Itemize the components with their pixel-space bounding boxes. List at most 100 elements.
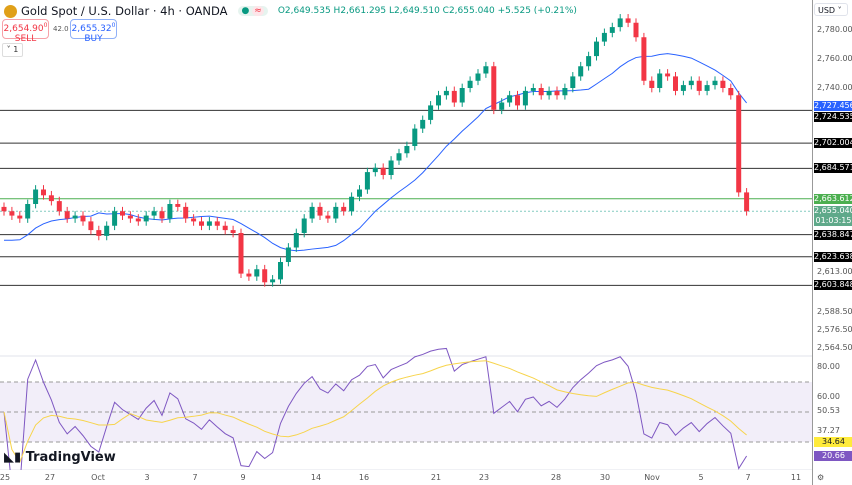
candle	[380, 167, 386, 175]
candle	[56, 201, 62, 212]
sell-button[interactable]: 2,654.900 SELL	[2, 19, 49, 44]
currency-select[interactable]: USD ˅	[814, 3, 848, 16]
candle	[41, 189, 46, 196]
candle	[341, 206, 347, 212]
candle	[262, 269, 268, 283]
candle	[657, 73, 663, 88]
time-label: 28	[550, 473, 562, 482]
candle	[120, 211, 125, 216]
candle	[230, 230, 236, 233]
price-tick: 2,588.500	[817, 307, 852, 316]
candle	[96, 230, 102, 236]
buy-label: BUY	[84, 34, 103, 44]
candle	[357, 189, 362, 197]
price-chart[interactable]	[0, 0, 812, 470]
candle	[688, 80, 694, 86]
candle	[665, 73, 671, 77]
candle	[570, 76, 576, 88]
ohlc-readout: O2,649.535 H2,661.295 L2,649.510 C2,655.…	[277, 6, 577, 16]
price-tick: 2,576.500	[817, 325, 852, 334]
candle	[578, 66, 584, 77]
candle	[222, 225, 228, 231]
candle	[254, 269, 260, 277]
candle	[522, 90, 528, 106]
candle	[112, 211, 118, 226]
candle	[475, 73, 481, 81]
candle	[704, 85, 710, 91]
candle	[459, 88, 465, 103]
candle	[641, 37, 647, 81]
price-tick: 2,613.000	[817, 267, 852, 277]
candle	[625, 18, 631, 23]
candle	[80, 215, 86, 222]
candle	[104, 225, 110, 236]
candle	[538, 88, 544, 96]
time-label: 3	[144, 473, 150, 482]
time-label: Nov	[644, 473, 660, 482]
candle	[617, 18, 623, 28]
candle	[17, 215, 23, 219]
candle	[333, 206, 339, 219]
candle	[515, 95, 520, 106]
price-level-tag: 2,663.612	[814, 193, 852, 204]
time-label: 23	[478, 473, 490, 482]
candle	[728, 88, 734, 96]
candle	[451, 90, 457, 103]
candle	[649, 80, 655, 88]
brand-name: TradingView	[25, 450, 116, 465]
candle	[301, 218, 307, 233]
candle	[246, 273, 252, 277]
price-tick: 2,760.000	[817, 54, 852, 63]
rsi-tag: 34.64	[814, 437, 852, 448]
candle	[436, 95, 441, 106]
time-label: 21	[430, 473, 442, 482]
candle	[720, 80, 726, 88]
price-tick: 2,740.000	[817, 83, 852, 92]
buy-button[interactable]: 2,655.320 BUY	[70, 19, 117, 44]
rsi-tick: 80.00	[817, 362, 840, 371]
price-axis[interactable]: 2,780.000 2,760.000 2,740.000 2,588.500 2,57…	[812, 0, 852, 485]
candle	[206, 221, 212, 226]
candle	[428, 105, 434, 120]
price-level-tag: 2,702.004	[814, 138, 852, 149]
candle	[530, 88, 536, 91]
candle	[594, 41, 599, 57]
price-level-tag: 2,727.456	[814, 101, 852, 112]
candle	[349, 196, 355, 212]
candle	[712, 80, 718, 86]
tradingview-logo: ◣▮ TradingView	[4, 450, 116, 465]
status-icons[interactable]: ● ≈	[237, 6, 268, 16]
symbol-title[interactable]: Gold Spot / U.S. Dollar · 4h · OANDA	[21, 4, 228, 18]
time-label: 5	[698, 473, 704, 482]
candle	[633, 22, 639, 38]
candle	[309, 206, 315, 219]
candle	[467, 80, 473, 88]
price-tick: 2,780.000	[817, 25, 852, 34]
candle	[388, 160, 394, 175]
candle	[143, 215, 149, 222]
chart-header: Gold Spot / U.S. Dollar · 4h · OANDA ● ≈…	[0, 0, 577, 22]
candle	[562, 88, 568, 96]
time-label: 27	[44, 473, 56, 482]
candle	[293, 233, 299, 248]
gear-icon[interactable]: ⚙	[817, 473, 825, 482]
collapse-toggle[interactable]: ˅ 1	[2, 43, 23, 57]
candle	[72, 215, 78, 219]
candle	[127, 215, 133, 219]
candle	[507, 95, 513, 103]
candle	[673, 76, 678, 91]
candle	[586, 56, 592, 67]
sell-price: 2,654.90	[3, 24, 44, 34]
candle	[736, 95, 742, 193]
rsi-line	[3, 347, 748, 470]
time-label: 16	[358, 473, 370, 482]
moving-average-line	[4, 53, 747, 252]
sell-sup: 0	[43, 22, 48, 29]
candle	[546, 90, 552, 96]
time-label: 30	[599, 473, 611, 482]
candle	[159, 211, 165, 219]
candle	[135, 218, 141, 222]
price-tick: 2,564.500	[817, 343, 852, 352]
time-label: Oct	[91, 473, 105, 482]
price-level-tag: 2,724.535	[814, 112, 852, 123]
